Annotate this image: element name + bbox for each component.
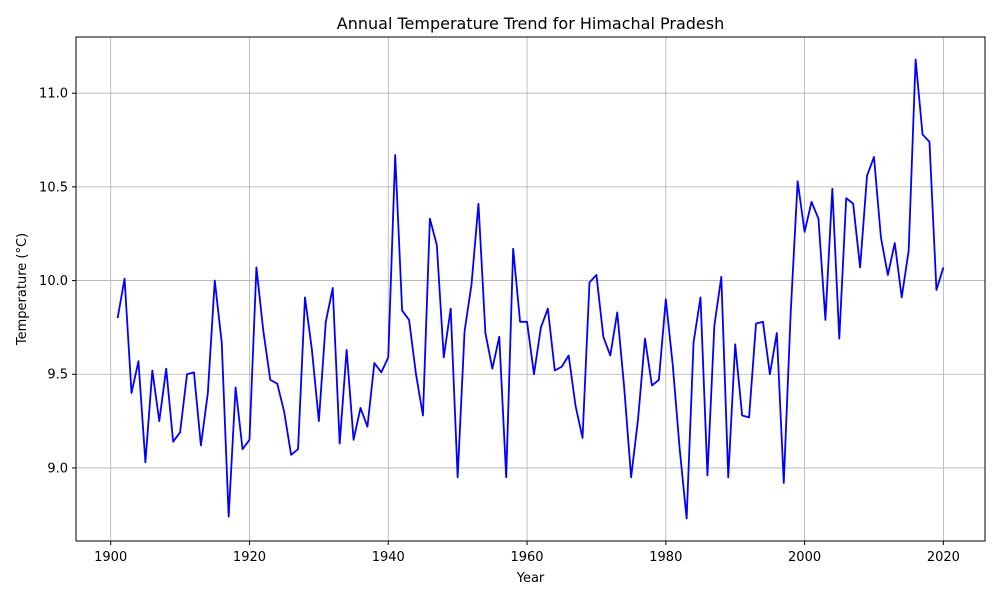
temperature-series-line [116,58,945,520]
x-axis: 1900 1920 1940 1960 1980 2000 2020 [94,541,960,565]
grid-lines [76,37,985,541]
y-tick-label: 10.5 [39,180,68,195]
y-axis: 9.0 9.5 10.0 10.5 11.0 [39,87,76,476]
x-tick-label: 1920 [233,550,266,565]
y-tick-label: 11.0 [39,87,68,102]
x-tick-label: 1940 [372,550,405,565]
y-tick-label: 9.5 [47,368,68,383]
chart-title: Annual Temperature Trend for Himachal Pr… [337,14,724,33]
x-tick-label: 1900 [94,550,127,565]
x-tick-label: 1980 [649,550,682,565]
series-layer [116,58,945,520]
plot-frame [75,36,986,542]
y-tick-label: 10.0 [39,274,68,289]
x-tick-label: 2020 [927,550,960,565]
x-tick-label: 1960 [510,550,543,565]
x-axis-title: Year [516,571,545,586]
x-tick-label: 2000 [788,550,821,565]
y-tick-label: 9.0 [47,461,68,476]
y-axis-title: Temperature (°C) [15,233,30,346]
